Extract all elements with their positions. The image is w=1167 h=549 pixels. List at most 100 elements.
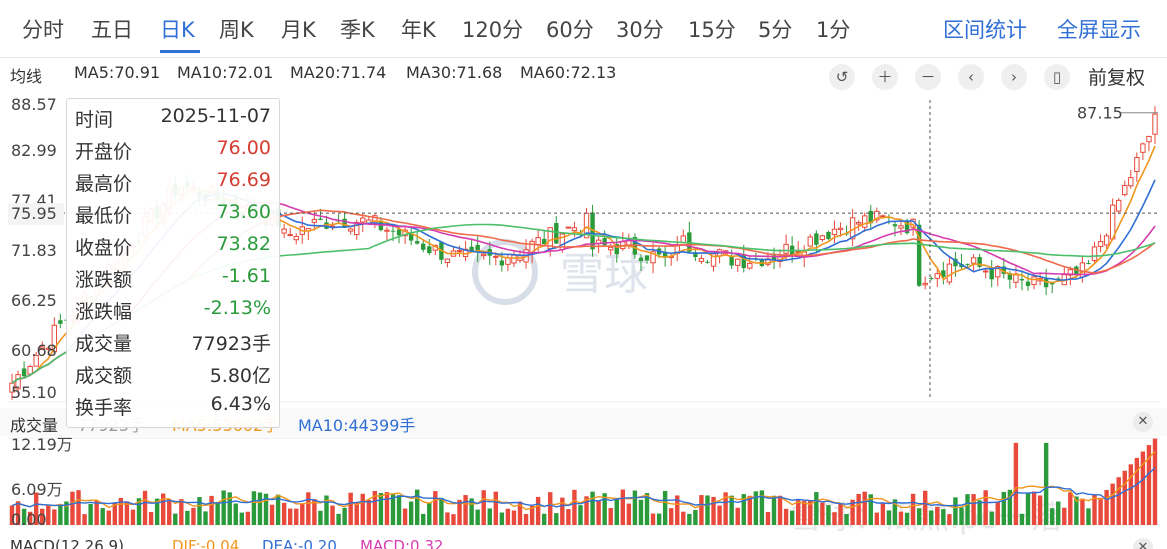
- candle-body: [747, 262, 753, 269]
- candle-body: [456, 249, 463, 252]
- candle-body: [929, 278, 934, 280]
- candle-body: [27, 366, 33, 375]
- volume-bar: [245, 511, 251, 525]
- candle-body: [15, 374, 21, 390]
- candle-body: [408, 233, 414, 241]
- volume-bar: [584, 496, 589, 525]
- undo-icon[interactable]: ↺: [829, 64, 855, 90]
- tab-9[interactable]: 30分: [616, 18, 664, 42]
- close-macd-panel-icon[interactable]: ✕: [1133, 538, 1153, 549]
- volume-bar: [554, 513, 559, 525]
- volume-bar: [759, 490, 765, 525]
- tab-10[interactable]: 15分: [688, 18, 736, 42]
- tab-2[interactable]: 日K: [160, 18, 195, 42]
- tab-4[interactable]: 月K: [281, 18, 316, 42]
- volume-bar: [771, 495, 777, 525]
- pan-right-icon[interactable]: ›: [1001, 64, 1027, 90]
- candle-body: [826, 231, 831, 239]
- volume-bar: [868, 494, 873, 525]
- candle-body: [855, 222, 862, 225]
- tab-12[interactable]: 1分: [816, 18, 851, 42]
- volume-bar: [40, 508, 45, 525]
- candle-body: [347, 228, 354, 232]
- volume-bar: [614, 499, 619, 525]
- tab-3[interactable]: 周K: [219, 18, 254, 42]
- volume-bar: [439, 497, 444, 525]
- volume-bar: [318, 510, 323, 525]
- candle-body: [384, 229, 390, 232]
- tooltip-value: 2025-11-07: [160, 105, 271, 127]
- volume-bar: [856, 493, 861, 525]
- volume-bar: [935, 506, 940, 525]
- candle-body: [995, 266, 1001, 278]
- volume-bar: [886, 510, 892, 525]
- tooltip-row: 成交量 77923手: [75, 329, 271, 359]
- candle-body: [1134, 157, 1140, 172]
- volume-bar: [433, 491, 438, 525]
- volume-bar: [572, 489, 577, 525]
- volume-bar: [408, 501, 414, 525]
- candle-body: [318, 218, 323, 220]
- pan-left-icon[interactable]: ‹: [958, 64, 984, 90]
- candle-body: [862, 215, 868, 228]
- close-volume-panel-icon[interactable]: ✕: [1133, 412, 1153, 432]
- zoom-out-icon[interactable]: －: [915, 64, 941, 90]
- volume-bar: [1037, 495, 1043, 525]
- tab-6[interactable]: 年K: [401, 18, 436, 42]
- volume-bar: [1140, 451, 1146, 525]
- max-price-label: 87.15: [1077, 104, 1123, 123]
- volume-bar: [348, 492, 353, 525]
- volume-bar: [959, 507, 964, 525]
- volume-bar: [469, 498, 474, 525]
- candle-style-icon[interactable]: ▯: [1044, 64, 1070, 90]
- volume-bar: [82, 514, 87, 525]
- tooltip-row: 时间 2025-11-07: [75, 105, 271, 135]
- interval-stats-button[interactable]: 区间统计: [943, 18, 1027, 42]
- tooltip-value: 5.80亿: [209, 365, 271, 387]
- tab-0[interactable]: 分时: [22, 18, 64, 42]
- candle-body: [946, 263, 953, 283]
- volume-bar: [15, 501, 21, 525]
- tab-5[interactable]: 季K: [340, 18, 375, 42]
- candle-body: [735, 258, 741, 266]
- candle-body: [1056, 278, 1061, 280]
- volume-bar: [21, 508, 27, 525]
- tooltip-key: 最低价: [75, 205, 133, 227]
- volume-bar: [560, 497, 565, 525]
- volume-bar: [1049, 508, 1055, 525]
- tooltip-row: 涨跌额 -1.61: [75, 265, 271, 295]
- tooltip-key: 成交量: [75, 333, 133, 355]
- volume-bar: [548, 492, 553, 525]
- volume-bar: [336, 513, 341, 525]
- kline-chart[interactable]: 雪球雪球：瓜熟ipo一落 88.5782.9977.4175.9571.8366…: [0, 92, 1167, 549]
- volume-bar: [451, 514, 456, 525]
- volume-bar: [1074, 496, 1079, 525]
- tab-8[interactable]: 60分: [546, 18, 594, 42]
- candle-body: [511, 254, 517, 264]
- volume-bar: [711, 496, 716, 525]
- volume-bar: [154, 498, 160, 525]
- volume-bar: [989, 511, 994, 525]
- tab-11[interactable]: 5分: [758, 18, 793, 42]
- volume-bar: [287, 508, 293, 525]
- candle-body: [287, 234, 293, 237]
- candle-body: [705, 261, 710, 263]
- tab-1[interactable]: 五日: [91, 18, 133, 42]
- candle-body: [590, 212, 595, 250]
- volume-bar: [916, 508, 922, 525]
- zoom-in-icon[interactable]: ＋: [872, 64, 898, 90]
- volume-bar: [808, 500, 813, 525]
- tab-7[interactable]: 120分: [462, 18, 524, 42]
- watermark-text: 雪球: [560, 249, 648, 300]
- volume-bar: [608, 507, 613, 525]
- volume-ma10-line: [11, 467, 1156, 508]
- candle-body: [977, 256, 982, 267]
- fullscreen-button[interactable]: 全屏显示: [1057, 18, 1141, 42]
- adjust-mode-button[interactable]: 前复权: [1088, 67, 1146, 89]
- candle-body: [51, 324, 58, 353]
- tooltip-value: 77923手: [191, 333, 271, 355]
- tooltip-row: 最高价 76.69: [75, 169, 271, 199]
- tooltip-key: 换手率: [75, 397, 133, 419]
- candle-body: [58, 320, 63, 324]
- volume-bar: [251, 491, 257, 525]
